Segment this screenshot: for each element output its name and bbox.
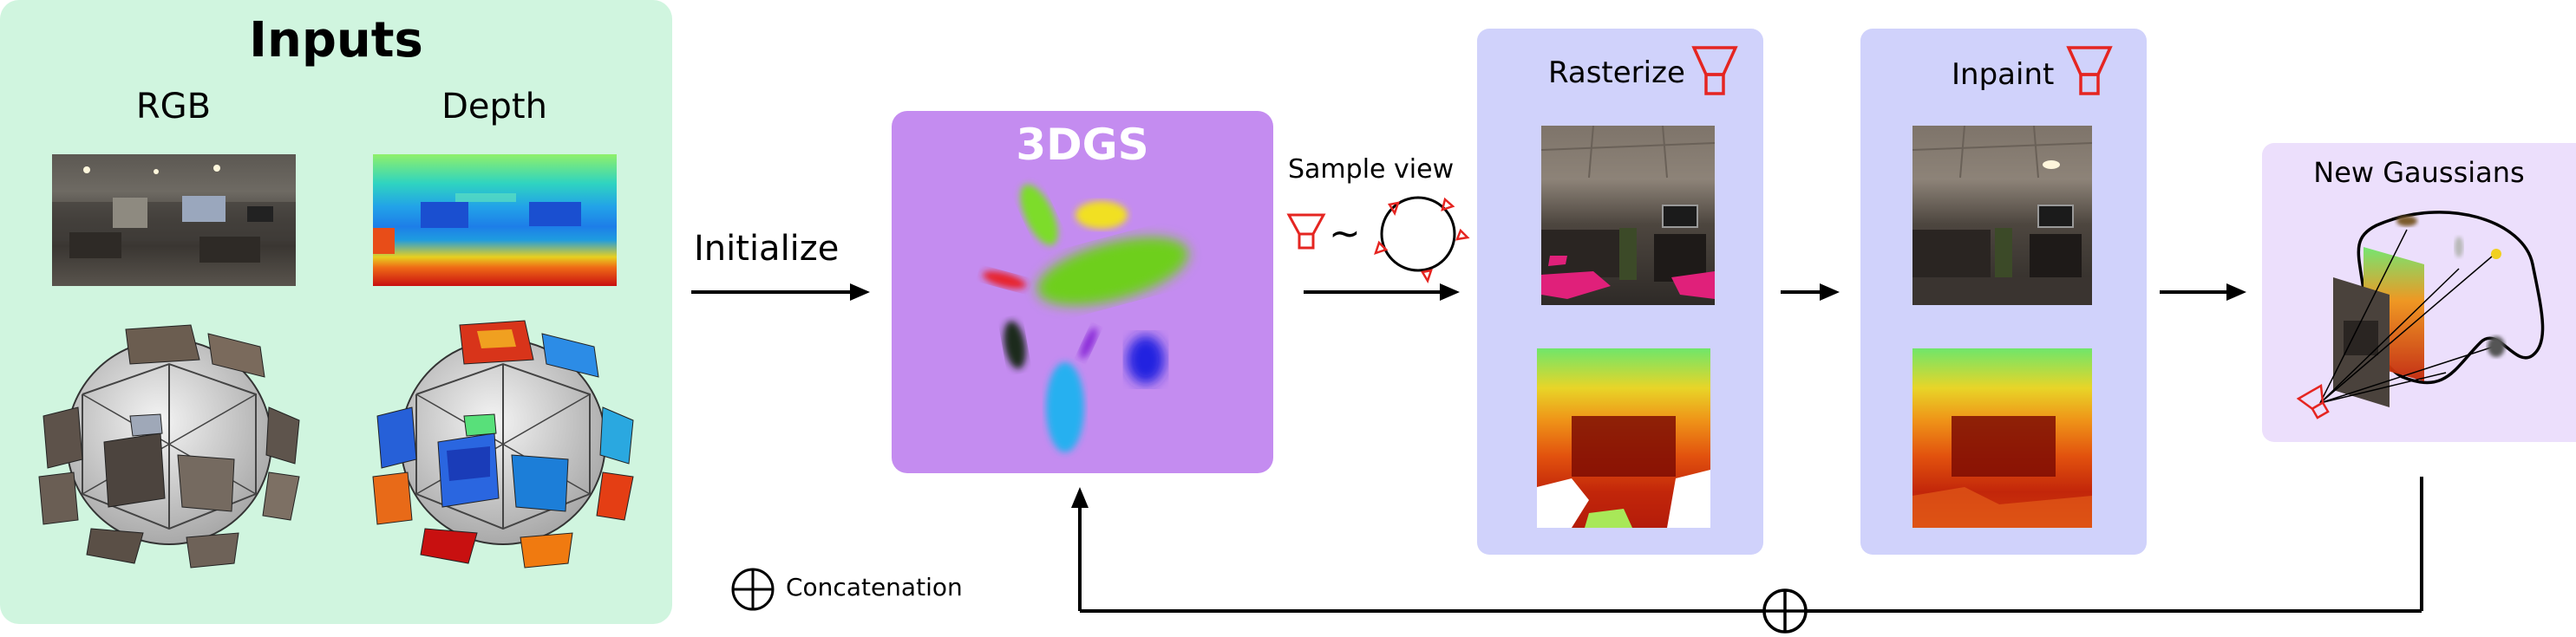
inpaint-title: Inpaint [1952,57,2055,92]
rgb-panorama-image [52,154,296,286]
rasterize-title: Rasterize [1548,55,1685,90]
inpaint-depth-image [1912,348,2092,528]
new-gaussians-camera-icon [2296,383,2330,419]
gaussian-blobs-illustration [982,184,1189,452]
concatenation-symbol-on-loop [1762,588,1808,634]
initialize-label: Initialize [694,229,840,269]
rasterize-depth-image [1537,348,1710,528]
inpaint-camera-icon [2066,46,2113,95]
inpaint-rgb-image [1912,126,2092,305]
concatenation-legend-icon [731,568,775,611]
sample-view-illustration [1286,196,1470,283]
new-gaussians-title: New Gaussians [2313,156,2525,189]
new-gaussians-illustration [2296,211,2545,419]
camera-icon [1286,213,1326,250]
depth-label: Depth [441,87,547,127]
rasterize-rgb-image [1541,126,1715,305]
rgb-sphere-illustration [38,324,300,569]
rgb-label: RGB [135,87,212,127]
3dgs-title: 3DGS [1016,120,1149,170]
inputs-title: Inputs [249,12,423,68]
sample-view-label: Sample view [1288,154,1455,185]
concatenation-legend-label: Concatenation [786,573,963,601]
rasterize-camera-icon [1691,46,1738,95]
depth-sphere-illustration [372,320,634,569]
tilde-symbol: ~ [1329,211,1361,256]
depth-panorama-image [373,154,617,286]
